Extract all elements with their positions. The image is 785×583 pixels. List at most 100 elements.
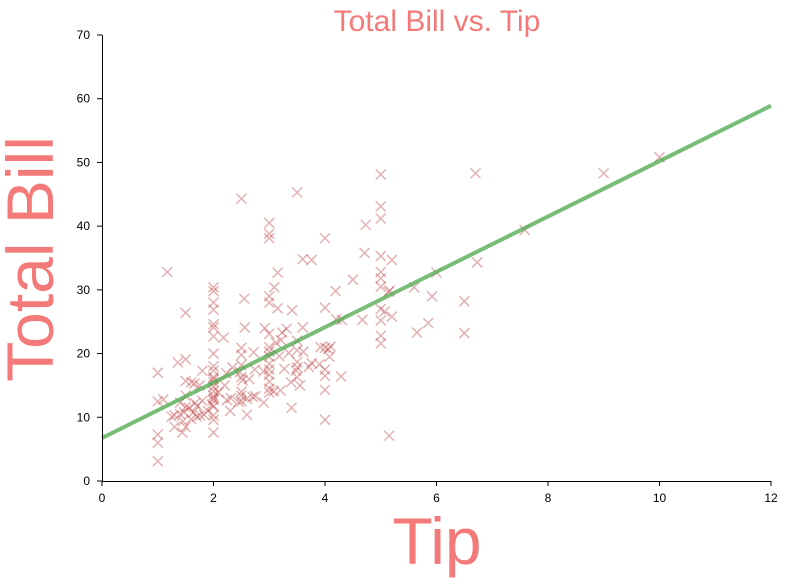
y-tick-label: 50 <box>77 155 91 169</box>
y-tick-label: 20 <box>77 347 91 361</box>
data-point <box>198 409 210 421</box>
data-point <box>183 402 195 414</box>
data-point <box>263 383 275 395</box>
data-point <box>241 409 253 421</box>
data-point <box>180 307 192 319</box>
data-point <box>207 392 220 404</box>
data-point <box>180 353 192 365</box>
data-point <box>207 394 220 406</box>
data-point <box>306 357 318 369</box>
data-point <box>249 363 261 376</box>
data-point <box>375 303 387 315</box>
data-point <box>221 394 233 406</box>
data-point <box>236 374 249 386</box>
y-tick-label: 0 <box>83 474 90 488</box>
data-point <box>207 330 220 342</box>
data-point <box>241 393 253 405</box>
data-point <box>411 327 423 339</box>
data-point <box>263 376 275 388</box>
data-point <box>303 361 315 373</box>
y-tick-label: 40 <box>77 219 91 233</box>
data-point <box>185 413 197 425</box>
data-point <box>458 327 470 339</box>
x-tick-label: 0 <box>99 491 106 505</box>
data-point <box>323 351 335 363</box>
data-point <box>598 167 610 179</box>
data-point <box>235 342 247 354</box>
chart-title: Total Bill vs. Tip <box>334 5 541 38</box>
data-point <box>291 186 303 198</box>
data-point <box>196 365 208 377</box>
y-axis-ticks: 0 10 20 30 40 50 60 70 <box>77 28 102 488</box>
data-point <box>469 167 482 179</box>
data-point <box>319 414 331 426</box>
data-point <box>286 402 298 414</box>
data-point <box>235 371 247 383</box>
data-point <box>194 409 206 421</box>
data-point <box>319 384 331 396</box>
data-point <box>207 304 220 316</box>
data-point <box>263 228 275 240</box>
data-point <box>172 356 184 369</box>
data-point <box>375 250 387 262</box>
data-point <box>191 400 203 412</box>
data-point <box>306 254 318 266</box>
data-point <box>375 266 387 278</box>
data-point <box>202 405 214 417</box>
data-point <box>219 379 231 391</box>
data-point <box>176 427 188 439</box>
data-point <box>207 321 220 333</box>
data-point <box>471 256 483 268</box>
data-point <box>207 427 220 439</box>
data-point <box>196 395 208 407</box>
data-point <box>422 317 434 329</box>
data-point <box>243 373 255 385</box>
x-tick-label: 4 <box>322 491 329 505</box>
data-point <box>285 376 297 388</box>
data-point <box>375 169 387 181</box>
data-point <box>383 430 395 442</box>
data-point <box>157 393 169 405</box>
y-tick-label: 10 <box>77 410 91 424</box>
regression-line <box>101 103 772 440</box>
data-point <box>235 349 247 361</box>
data-point <box>347 274 359 286</box>
data-point <box>207 297 220 309</box>
x-tick-label: 2 <box>210 491 217 505</box>
data-point <box>235 395 247 407</box>
y-tick-label: 60 <box>77 92 91 106</box>
data-point <box>297 346 309 358</box>
data-point <box>207 385 220 397</box>
data-point <box>263 358 275 370</box>
data-point <box>270 337 282 349</box>
data-point <box>319 363 331 376</box>
data-point <box>291 356 303 368</box>
data-point <box>315 341 327 353</box>
data-point <box>290 365 302 377</box>
data-point <box>375 330 387 342</box>
data-point <box>152 428 164 441</box>
data-point <box>281 323 293 335</box>
data-point <box>319 232 331 244</box>
data-point <box>274 384 286 397</box>
data-point <box>180 401 192 413</box>
data-point <box>458 295 470 307</box>
data-point <box>238 293 250 305</box>
data-point <box>375 212 387 225</box>
data-point <box>313 358 325 370</box>
data-point <box>178 406 190 418</box>
data-point <box>258 397 270 409</box>
data-point <box>235 386 247 398</box>
data-point <box>259 322 271 334</box>
data-point <box>187 406 199 418</box>
data-point <box>246 391 259 403</box>
data-point <box>319 370 331 382</box>
data-point <box>291 362 303 374</box>
data-point <box>152 455 164 467</box>
data-point <box>207 365 220 377</box>
points-layer <box>152 151 666 467</box>
data-point <box>330 285 342 297</box>
data-point <box>375 272 387 284</box>
data-point <box>276 327 288 339</box>
data-point <box>207 400 220 412</box>
